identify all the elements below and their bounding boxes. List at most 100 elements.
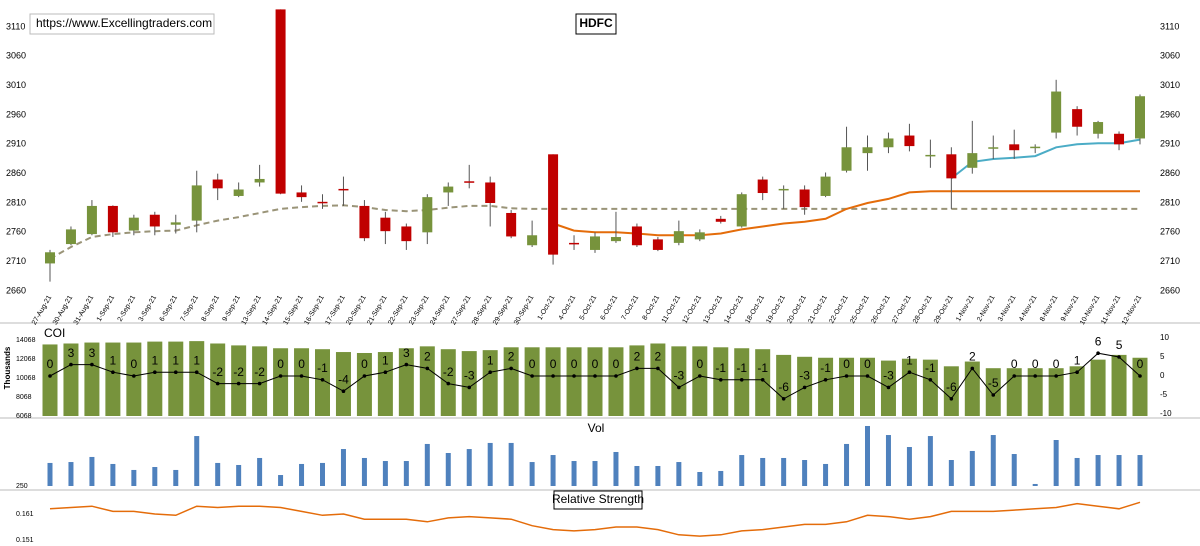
x-tick-label: 14-Oct-21: [723, 294, 745, 325]
bar: [278, 475, 284, 486]
bar: [173, 469, 179, 486]
x-tick-label: 6-Oct-21: [600, 294, 620, 321]
data-label: 0: [696, 357, 703, 371]
candle-body: [841, 147, 852, 171]
rs-title: Relative Strength: [552, 492, 644, 506]
y-tick-label-right: 2960: [1160, 109, 1180, 119]
data-label: 6: [1095, 334, 1102, 348]
bar: [964, 361, 980, 416]
bar: [943, 366, 959, 416]
point: [739, 378, 744, 382]
x-tick-label: 19-Oct-21: [765, 294, 787, 325]
bar: [839, 357, 855, 416]
y-tick-label: 3110: [6, 21, 25, 31]
point: [677, 385, 681, 390]
bar: [168, 341, 184, 416]
candle-body: [862, 147, 873, 154]
bar: [1116, 455, 1122, 486]
y-tick-label-right: 2910: [1160, 139, 1180, 149]
candle-body: [296, 192, 307, 198]
y-tick-label: 0.161: [16, 511, 34, 518]
bar: [566, 347, 582, 416]
y2-tick-label: -5: [1160, 390, 1168, 399]
data-label: 0: [864, 357, 871, 371]
data-label: 0: [47, 357, 54, 371]
point: [823, 378, 828, 382]
x-tick-label: 8-Sep-21: [201, 294, 222, 323]
bar: [105, 342, 121, 416]
point: [425, 366, 430, 371]
x-tick-label: 1-Sep-21: [96, 294, 117, 323]
y-tick-label-right: 2810: [1160, 197, 1180, 207]
point: [194, 370, 199, 375]
y-tick-label-right: 3110: [1160, 21, 1179, 31]
x-tick-label: 8-Oct-21: [642, 294, 662, 321]
bar: [587, 347, 603, 416]
bar: [299, 463, 305, 486]
data-label: 0: [550, 357, 557, 371]
data-label: 0: [613, 357, 620, 371]
x-tick-label: 23-Sep-21: [408, 294, 430, 326]
bar: [461, 351, 477, 416]
bar: [592, 461, 598, 486]
bar: [1048, 368, 1064, 416]
data-label: 1: [110, 353, 117, 367]
y-tick-label: 0.151: [16, 537, 34, 544]
bar: [571, 461, 577, 486]
point: [488, 370, 492, 375]
data-label: 0: [1137, 357, 1144, 371]
point: [970, 366, 975, 371]
candle-body: [590, 236, 600, 250]
bar: [1053, 440, 1059, 486]
x-tick-label: 8-Nov-21: [1039, 294, 1060, 323]
url-box: [29, 13, 215, 35]
candle-body: [988, 147, 999, 149]
bar: [671, 346, 687, 416]
y-tick-label: 3010: [6, 80, 26, 90]
candle-body: [45, 252, 55, 264]
candle-body: [1072, 109, 1083, 127]
bar: [718, 470, 724, 486]
bar: [676, 462, 682, 486]
y-tick-label-right: 2660: [1160, 285, 1180, 295]
point: [341, 389, 346, 394]
x-tick-label: 1-Nov-21: [955, 294, 976, 323]
title-box: [575, 13, 617, 35]
candle-body: [1030, 146, 1041, 149]
y-tick-label: 12068: [16, 356, 36, 363]
y-tick-label-right: 3010: [1160, 80, 1180, 90]
data-label: 2: [508, 350, 515, 364]
rs-title-box: [553, 490, 643, 510]
bar: [529, 462, 535, 486]
bar: [697, 471, 703, 486]
line-series: [950, 138, 1141, 180]
bar: [818, 357, 834, 416]
candle-body: [527, 235, 538, 246]
candle-body: [233, 189, 244, 196]
data-label: 1: [151, 353, 158, 367]
data-label: 0: [1032, 357, 1039, 371]
line-series: [49, 501, 1141, 537]
candle-body: [422, 197, 433, 233]
point: [1012, 374, 1017, 378]
candle-body: [569, 242, 580, 245]
bar: [68, 462, 74, 486]
bar: [1095, 455, 1101, 486]
data-label: 3: [89, 346, 96, 360]
candle-body: [65, 229, 76, 245]
bar: [613, 451, 619, 486]
point: [886, 385, 891, 390]
bar: [865, 425, 870, 486]
point: [278, 374, 283, 378]
candle-body: [275, 9, 286, 194]
candle-body: [883, 138, 894, 148]
bar: [424, 443, 430, 486]
x-tick-label: 25-Oct-21: [849, 294, 871, 325]
bar: [215, 462, 221, 486]
x-tick-label: 31-Aug-21: [73, 294, 95, 326]
y-tick-label: 2760: [6, 227, 26, 237]
bar: [781, 457, 787, 486]
bar: [760, 457, 766, 486]
data-label: -2: [212, 365, 223, 379]
candle-body: [506, 212, 517, 237]
